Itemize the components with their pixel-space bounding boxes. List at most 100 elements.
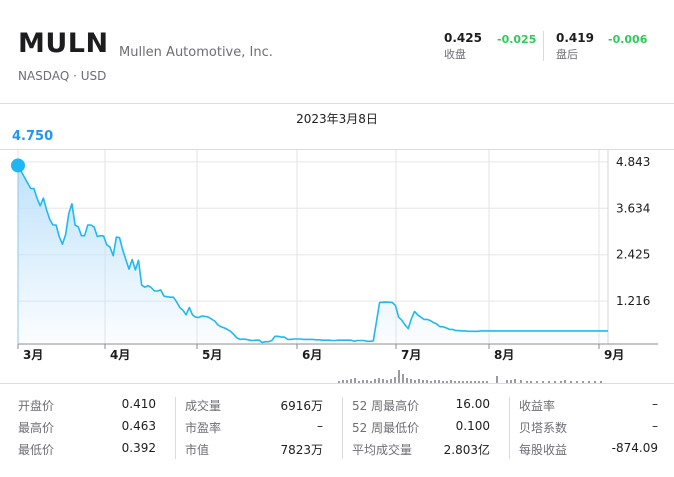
volume-bar xyxy=(414,380,416,383)
price-line xyxy=(17,165,608,344)
volume-bar xyxy=(474,381,476,383)
volume-bar xyxy=(600,381,602,383)
volume-bar xyxy=(442,381,444,383)
price-area xyxy=(18,165,608,344)
x-tick-label: 8月 xyxy=(494,348,514,362)
chart-top-border xyxy=(0,149,674,150)
after-hours-label: 盘后 xyxy=(556,48,578,61)
volume-bar xyxy=(482,381,484,383)
volume-bar xyxy=(462,381,464,383)
volume-bar xyxy=(506,380,508,383)
stats-divider-3 xyxy=(509,397,510,459)
close-label: 收盘 xyxy=(444,48,466,61)
volume-bar xyxy=(422,380,424,383)
volume-bar xyxy=(358,381,360,383)
volume-bar xyxy=(398,370,400,383)
volume-bar xyxy=(370,381,372,383)
volume-bar xyxy=(466,381,468,383)
volume-bar xyxy=(478,381,480,383)
stat-52w-low: 52 周最低价 0.100 xyxy=(352,419,490,441)
selected-date: 2023年3月8日 xyxy=(296,112,378,126)
stat-label: 市盈率 xyxy=(185,421,222,435)
close-price: 0.425 xyxy=(444,31,482,45)
stat-high: 最高价 0.463 xyxy=(18,419,156,441)
volume-bar xyxy=(382,379,384,383)
stat-open: 开盘价 0.410 xyxy=(18,397,156,419)
volume-bar xyxy=(438,380,440,383)
stat-value: 2.803亿 xyxy=(443,443,490,457)
volume-bar xyxy=(582,381,584,383)
stat-label: 成交量 xyxy=(185,399,222,413)
selection-marker xyxy=(11,158,25,173)
volume-bar xyxy=(390,379,392,383)
stat-value: – xyxy=(317,419,323,433)
volume-bar xyxy=(554,381,556,383)
stat-label: 开盘价 xyxy=(18,399,55,413)
price-chart[interactable]: 4.843 3.634 2.425 1.216 3月 4月 5月 6月 7月 8月 9月 xyxy=(0,0,674,390)
stat-value: 16.00 xyxy=(455,397,490,411)
stat-value: 0.392 xyxy=(121,441,156,455)
y-tick-label: 1.216 xyxy=(616,294,650,308)
header-divider xyxy=(0,103,674,104)
volume-bar xyxy=(354,378,356,383)
volume-bar xyxy=(514,379,516,383)
stat-label: 市值 xyxy=(185,443,210,457)
y-tick-label: 3.634 xyxy=(616,201,650,215)
stat-low: 最低价 0.392 xyxy=(18,441,156,463)
after-hours-price: 0.419 xyxy=(556,31,594,45)
stat-value: 0.463 xyxy=(121,419,156,433)
stat-value: – xyxy=(652,419,658,433)
stat-beta: 贝塔系数 – xyxy=(519,419,658,441)
volume-bar xyxy=(576,381,578,383)
volume-bar xyxy=(434,380,436,383)
volume-bar xyxy=(446,381,448,383)
highlight-value: 4.750 xyxy=(12,129,54,144)
volume-bar xyxy=(486,381,488,383)
volume-bar xyxy=(510,380,512,383)
stats-divider-2 xyxy=(342,397,343,459)
after-hours-change: -0.006 xyxy=(608,33,648,46)
volume-bar xyxy=(430,381,432,383)
volume-bar xyxy=(548,381,550,383)
stats-divider xyxy=(0,383,674,384)
stats-column-1: 开盘价 0.410 最高价 0.463 最低价 0.392 xyxy=(18,397,156,463)
volume-bar xyxy=(406,378,408,383)
volume-bar xyxy=(386,380,388,383)
volume-bar xyxy=(470,381,472,383)
stats-column-2: 成交量 6916万 市盈率 – 市值 7823万 xyxy=(185,397,323,463)
volume-bar xyxy=(350,379,352,383)
volume-bar xyxy=(594,381,596,383)
stat-value: 0.100 xyxy=(455,419,490,433)
stat-avg-volume: 平均成交量 2.803亿 xyxy=(352,441,490,463)
stat-52w-high: 52 周最高价 16.00 xyxy=(352,397,490,419)
volume-bar xyxy=(458,381,460,383)
stat-label: 52 周最低价 xyxy=(352,421,420,435)
y-tick-label: 2.425 xyxy=(616,248,650,262)
volume-bar xyxy=(362,380,364,383)
volume-bar xyxy=(338,381,340,383)
stat-market-cap: 市值 7823万 xyxy=(185,441,323,463)
stat-volume: 成交量 6916万 xyxy=(185,397,323,419)
volume-bar xyxy=(426,380,428,383)
volume-bar xyxy=(418,379,420,383)
close-change: -0.025 xyxy=(497,33,537,46)
stat-value: 6916万 xyxy=(280,399,323,413)
volume-bar xyxy=(570,381,572,383)
stats-column-4: 收益率 – 贝塔系数 – 每股收益 -874.09 xyxy=(519,397,658,463)
volume-bar xyxy=(530,381,532,383)
volume-bar xyxy=(526,381,528,383)
volume-bar xyxy=(394,377,396,383)
stat-value: 7823万 xyxy=(280,443,323,457)
volume-bar xyxy=(402,374,404,383)
volume-bar xyxy=(560,381,562,383)
x-tick-label: 4月 xyxy=(110,348,130,362)
stats-divider-1 xyxy=(175,397,176,459)
volume-bar xyxy=(588,381,590,383)
stats-column-3: 52 周最高价 16.00 52 周最低价 0.100 平均成交量 2.803亿 xyxy=(352,397,490,463)
stat-eps: 每股收益 -874.09 xyxy=(519,441,658,463)
stat-label: 52 周最高价 xyxy=(352,399,420,413)
volume-bar xyxy=(410,379,412,383)
exchange-currency: NASDAQ · USD xyxy=(18,69,107,83)
volume-bar xyxy=(346,380,348,383)
x-tick-label: 7月 xyxy=(401,348,421,362)
